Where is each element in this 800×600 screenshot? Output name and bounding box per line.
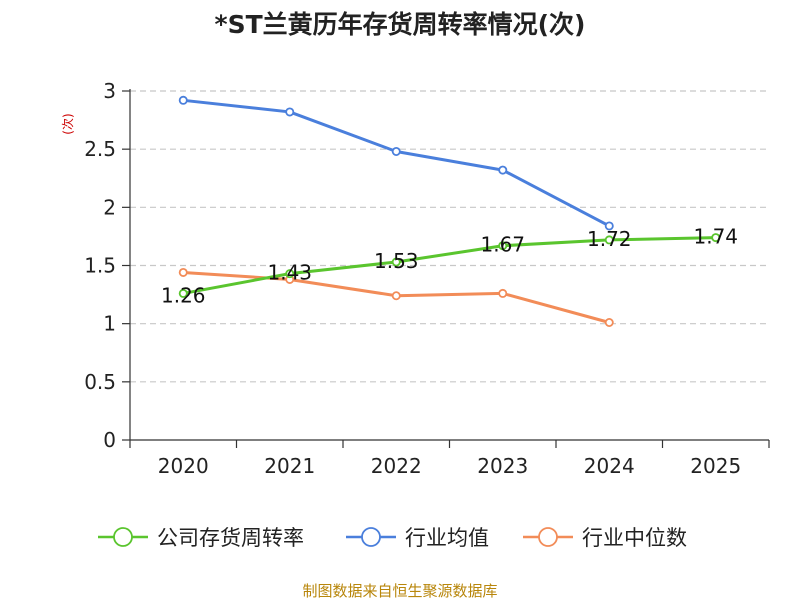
x-tick-label: 2024 [584, 454, 635, 478]
y-tick-label: 2.5 [84, 137, 116, 161]
x-tick-label: 2020 [158, 454, 209, 478]
y-tick-label: 1 [103, 312, 116, 336]
legend-marker-icon [538, 527, 558, 547]
legend-item[interactable]: 公司存货周转率 [98, 526, 304, 550]
data-label: 1.26 [161, 283, 206, 307]
series-point [391, 291, 401, 301]
legend-label: 公司存货周转率 [157, 526, 304, 550]
series-point [604, 221, 614, 231]
series-point [285, 269, 295, 279]
data-label: 1.74 [693, 225, 738, 249]
data-label: 1.43 [267, 261, 312, 285]
data-labels: 1.26 1.43 1.53 1.67 1.72 1.74 [161, 225, 738, 308]
x-tick-label: 2025 [690, 454, 741, 478]
series-point [604, 235, 614, 245]
legend[interactable]: 公司存货周转率 行业均值 行业中位数 [98, 526, 687, 550]
axes: 0 0.5 1 1.5 2 2.5 3 2020 2021 2022 2023 2024 2025 [84, 79, 770, 478]
chart-title: *ST兰黄历年存货周转率情况(次) [215, 10, 586, 39]
series-line-0 [182, 236, 716, 295]
legend-item[interactable]: 行业均值 [346, 526, 489, 550]
series-point [178, 288, 188, 298]
series-point [285, 107, 295, 117]
data-label: 1.67 [480, 233, 525, 257]
x-tick-label: 2021 [264, 454, 315, 478]
series-point [711, 233, 721, 243]
legend-marker-icon [113, 527, 133, 547]
legend-item[interactable]: 行业中位数 [523, 526, 687, 550]
series-point [178, 95, 188, 105]
series-point [498, 288, 508, 298]
y-tick-label: 2 [103, 195, 116, 219]
y-tick-label: 3 [103, 79, 116, 103]
y-tick-label: 1.5 [84, 254, 116, 278]
gridlines [130, 90, 769, 383]
data-label: 1.53 [374, 249, 419, 273]
x-tick-label: 2023 [477, 454, 528, 478]
legend-label: 行业均值 [405, 526, 489, 550]
series-point [498, 241, 508, 251]
y-axis-label: (次) [61, 113, 75, 134]
source-note: 制图数据来自恒生聚源数据库 [302, 582, 497, 600]
series-point [604, 318, 614, 328]
series-point [498, 165, 508, 175]
legend-label: 行业中位数 [582, 526, 687, 550]
y-tick-label: 0 [103, 428, 116, 452]
x-tick-label: 2022 [371, 454, 422, 478]
series-point [391, 146, 401, 156]
legend-marker-icon [361, 527, 381, 547]
series [178, 95, 721, 328]
y-tick-label: 0.5 [84, 370, 116, 394]
series-point [178, 267, 188, 277]
series-point [391, 257, 401, 267]
data-label: 1.72 [587, 227, 632, 251]
